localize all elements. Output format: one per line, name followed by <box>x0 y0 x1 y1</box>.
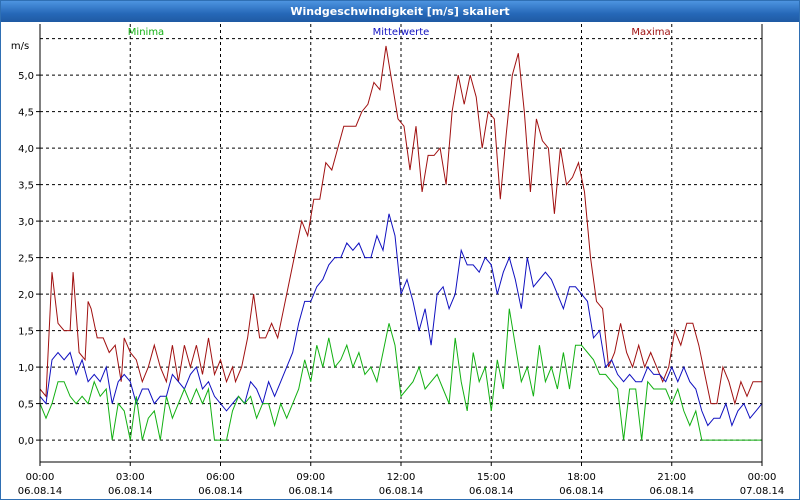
x-tick-time-label: 09:00 <box>296 472 325 483</box>
x-tick-date-label: 06.08.14 <box>18 486 63 497</box>
y-tick-label: 2,5 <box>18 254 34 265</box>
y-tick-label: 3,0 <box>18 217 34 228</box>
axes: 0,0 0,5 1,0 1,5 2,0 2,5 3,0 3,5 4,0 4,5 5,0 00:00 06… <box>18 24 785 497</box>
x-tick-time-label: 00:00 <box>26 472 55 483</box>
x-tick-time-label: 15:00 <box>477 472 506 483</box>
x-tick-date-label: 06.08.14 <box>469 486 514 497</box>
legend-entry-minima: Minima <box>128 27 164 38</box>
x-tick-time-label: 03:00 <box>116 472 145 483</box>
x-tick-date-label: 06.08.14 <box>379 486 424 497</box>
series-lines <box>39 45 763 441</box>
y-tick-label: 0,0 <box>18 436 34 447</box>
x-tick-time-label: 12:00 <box>387 472 416 483</box>
y-tick-label: 3,5 <box>18 181 34 192</box>
y-tick-label: 1,0 <box>18 363 34 374</box>
x-tick-date-label: 06.08.14 <box>198 486 243 497</box>
grid <box>40 24 762 462</box>
x-tick-date-label: 07.08.14 <box>740 486 785 497</box>
y-tick-label: 2,0 <box>18 290 34 301</box>
x-tick-date-label: 06.08.14 <box>108 486 153 497</box>
legend-entry-maxima: Maxima <box>631 27 670 38</box>
window-title: Windgeschwindigkeit [m/s] skaliert <box>1 1 799 22</box>
x-tick-date-label: 06.08.14 <box>559 486 604 497</box>
y-tick-label: 4,0 <box>18 144 34 155</box>
y-tick-label: 0,5 <box>18 400 34 411</box>
x-tick-time-label: 06:00 <box>206 472 235 483</box>
series-line-minima <box>39 308 762 441</box>
legend: Maxima Mittelwerte Minima <box>128 27 671 38</box>
y-tick-label: 5,0 <box>18 71 34 82</box>
y-tick-label: 1,5 <box>18 327 34 338</box>
y-axis-unit-label: m/s <box>11 41 29 52</box>
x-tick-time-label: 00:00 <box>748 472 777 483</box>
legend-entry-mittelwerte: Mittelwerte <box>373 27 430 38</box>
x-tick-time-label: 18:00 <box>567 472 596 483</box>
x-tick-time-label: 21:00 <box>657 472 686 483</box>
x-tick-date-label: 06.08.14 <box>288 486 333 497</box>
series-line-maxima <box>39 45 762 406</box>
series-line-mittelwerte <box>39 213 763 428</box>
x-tick-date-label: 06.08.14 <box>649 486 694 497</box>
y-tick-label: 4,5 <box>18 108 34 119</box>
